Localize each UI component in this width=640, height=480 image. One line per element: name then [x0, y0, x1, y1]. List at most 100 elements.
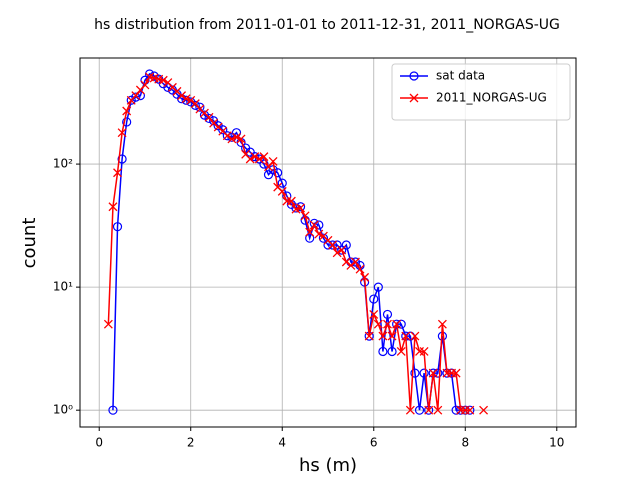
marker	[277, 178, 287, 188]
marker	[250, 152, 260, 162]
marker	[273, 168, 283, 178]
marker	[419, 347, 429, 356]
marker	[204, 113, 214, 124]
marker	[268, 157, 278, 166]
marker	[122, 106, 132, 116]
marker	[158, 75, 168, 85]
marker	[387, 331, 397, 341]
marker	[195, 102, 205, 112]
marker	[332, 248, 342, 258]
marker	[437, 319, 447, 329]
marker	[131, 92, 141, 102]
marker	[465, 405, 475, 415]
marker	[112, 222, 123, 232]
marker	[369, 309, 379, 319]
x-tick-label: 10	[549, 436, 564, 450]
y-tick-label: 10⁰	[53, 403, 73, 417]
marker	[190, 100, 200, 110]
marker	[364, 331, 374, 341]
legend-marker	[409, 93, 419, 103]
marker	[122, 117, 132, 127]
marker	[296, 203, 306, 213]
marker	[350, 257, 360, 267]
marker	[282, 191, 292, 201]
series-line	[112, 73, 470, 411]
marker	[218, 125, 228, 135]
x-tick-label: 6	[370, 436, 378, 450]
marker	[131, 91, 141, 101]
marker	[300, 211, 310, 221]
marker	[259, 159, 269, 169]
marker	[204, 112, 214, 122]
marker	[382, 309, 393, 320]
marker	[126, 95, 136, 105]
marker	[410, 368, 420, 378]
marker	[318, 233, 329, 243]
legend-box	[391, 63, 571, 121]
marker	[396, 347, 406, 356]
marker	[259, 152, 269, 162]
marker	[108, 202, 118, 212]
x-tick-label: 4	[278, 436, 286, 450]
marker	[424, 405, 434, 415]
chart-title: hs distribution from 2011-01-01 to 2011-…	[94, 17, 560, 33]
series-line	[108, 77, 483, 410]
marker	[222, 131, 232, 141]
x-tick-label: 8	[461, 436, 469, 450]
legend-label: sat data	[436, 69, 485, 83]
marker	[346, 261, 356, 270]
marker	[401, 331, 411, 341]
x-tick-label: 0	[95, 436, 103, 450]
marker	[387, 346, 397, 357]
marker	[277, 186, 287, 196]
marker	[341, 257, 351, 267]
marker	[236, 134, 246, 144]
marker	[309, 220, 319, 230]
marker	[263, 170, 274, 180]
marker	[328, 240, 338, 250]
marker	[373, 282, 383, 292]
plot-area	[103, 69, 489, 415]
marker	[305, 233, 315, 243]
marker	[373, 319, 383, 329]
marker	[451, 368, 461, 378]
marker	[405, 405, 415, 415]
marker	[177, 91, 187, 101]
marker	[199, 110, 210, 120]
marker	[209, 116, 219, 126]
marker	[414, 405, 425, 415]
x-axis-label: hs (m)	[299, 455, 357, 476]
marker	[254, 154, 264, 164]
marker	[309, 218, 319, 228]
legend: sat data 2011_NORGAS-UG	[391, 63, 571, 121]
marker	[140, 80, 150, 90]
axes-frame	[79, 57, 577, 428]
marker	[337, 245, 347, 255]
marker	[305, 227, 315, 237]
marker	[103, 319, 113, 329]
marker	[117, 128, 127, 138]
marker	[337, 245, 347, 255]
marker	[364, 331, 374, 341]
marker	[392, 319, 402, 329]
marker	[327, 240, 338, 250]
y-tick-label: 10²	[53, 157, 73, 171]
legend-label: 2011_NORGAS-UG	[436, 91, 547, 105]
marker	[378, 331, 388, 341]
marker	[108, 405, 118, 415]
marker	[369, 294, 379, 304]
y-tick-label: 10¹	[53, 280, 73, 294]
marker	[286, 196, 296, 206]
marker	[479, 405, 489, 415]
x-tick-label: 2	[187, 436, 195, 450]
marker	[428, 368, 438, 378]
marker	[245, 154, 255, 164]
marker	[410, 331, 420, 341]
marker	[113, 168, 122, 178]
marker	[117, 154, 127, 164]
marker	[355, 264, 365, 274]
marker	[186, 95, 196, 105]
y-axis-label: count	[19, 218, 40, 269]
legend-marker	[409, 71, 419, 81]
